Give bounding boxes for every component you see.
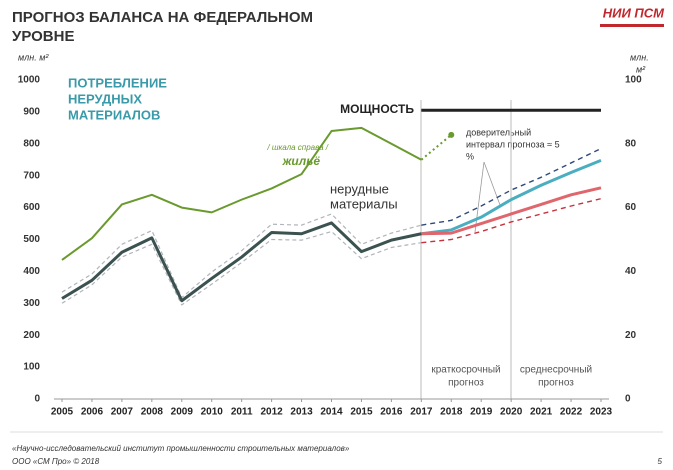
series-line — [421, 158, 602, 236]
series-line — [421, 147, 602, 226]
y2-axis-label: м² — [636, 64, 646, 74]
series-line — [421, 186, 602, 236]
period-label: прогноз — [538, 378, 574, 389]
y-tick-label: 800 — [23, 138, 40, 149]
series-label: МОЩНОСТЬ — [340, 102, 414, 116]
y2-tick-label: 40 — [625, 266, 637, 277]
heading: НЕРУДНЫХ — [68, 91, 142, 106]
y-tick-label: 700 — [23, 170, 40, 181]
x-tick-label: 2007 — [111, 407, 134, 418]
y-tick-label: 400 — [23, 266, 40, 277]
y-tick-label: 100 — [23, 362, 40, 373]
x-tick-label: 2012 — [260, 407, 283, 418]
series-label: материалы — [330, 196, 398, 211]
period-label: прогноз — [448, 378, 484, 389]
x-tick-label: 2006 — [81, 407, 104, 418]
series-line — [420, 134, 452, 161]
x-tick-label: 2020 — [500, 407, 523, 418]
series-line — [61, 230, 422, 306]
x-tick-label: 2008 — [141, 407, 164, 418]
y-tick-label: 1000 — [18, 75, 41, 86]
y2-axis-label: млн. — [630, 52, 649, 62]
period-label: краткосрочный — [431, 365, 500, 376]
footer: ООО «СМ Про» © 2018 — [12, 457, 100, 466]
x-tick-label: 2014 — [320, 407, 343, 418]
confidence-note: % — [466, 151, 474, 161]
scale-note: / шкала справа / — [266, 143, 328, 152]
y2-tick-label: 60 — [625, 202, 637, 213]
title: ПРОГНОЗ БАЛАНСА НА ФЕДЕРАЛЬНОМ — [12, 9, 313, 26]
series-line — [61, 213, 422, 299]
title: УРОВНЕ — [12, 28, 74, 45]
x-tick-label: 2023 — [590, 407, 613, 418]
y-tick-label: 600 — [23, 202, 40, 213]
heading: МАТЕРИАЛОВ — [68, 107, 160, 122]
period-label: среднесрочный — [520, 365, 592, 376]
x-tick-label: 2013 — [290, 407, 313, 418]
x-tick-label: 2021 — [530, 407, 553, 418]
y2-tick-label: 20 — [625, 330, 637, 341]
y-tick-label: 200 — [23, 330, 40, 341]
footer: «Научно-исследовательский институт промы… — [12, 444, 350, 453]
x-tick-label: 2022 — [560, 407, 583, 418]
x-tick-label: 2019 — [470, 407, 493, 418]
y2-tick-label: 100 — [625, 75, 642, 86]
confidence-note: доверительный — [466, 127, 531, 137]
x-tick-label: 2018 — [440, 407, 463, 418]
x-tick-label: 2015 — [350, 407, 373, 418]
x-tick-label: 2010 — [201, 407, 224, 418]
heading: ПОТРЕБЛЕНИЕ — [68, 75, 167, 90]
y-tick-label: 300 — [23, 298, 40, 309]
series-label: жильё — [282, 154, 321, 168]
series-label: нерудные — [330, 181, 389, 196]
series-line — [421, 197, 602, 244]
y2-tick-label: 0 — [625, 394, 631, 405]
x-tick-label: 2016 — [380, 407, 403, 418]
x-tick-label: 2011 — [231, 407, 253, 418]
x-tick-label: 2017 — [410, 407, 433, 418]
y-tick-label: 500 — [23, 234, 40, 245]
series-line — [61, 221, 422, 303]
logo-stripes — [600, 24, 664, 27]
y-tick-label: 0 — [34, 394, 40, 405]
logo: НИИ ПСМ — [603, 5, 665, 20]
x-tick-label: 2005 — [51, 407, 74, 418]
y-axis-label: млн. м² — [18, 52, 49, 62]
series-line — [61, 126, 422, 261]
x-tick-label: 2009 — [171, 407, 194, 418]
y-tick-label: 900 — [23, 107, 40, 118]
y2-tick-label: 80 — [625, 138, 637, 149]
page-number: 5 — [658, 457, 663, 466]
series-marker — [448, 131, 455, 138]
confidence-note: интервал прогноза ≈ 5 — [466, 139, 560, 149]
